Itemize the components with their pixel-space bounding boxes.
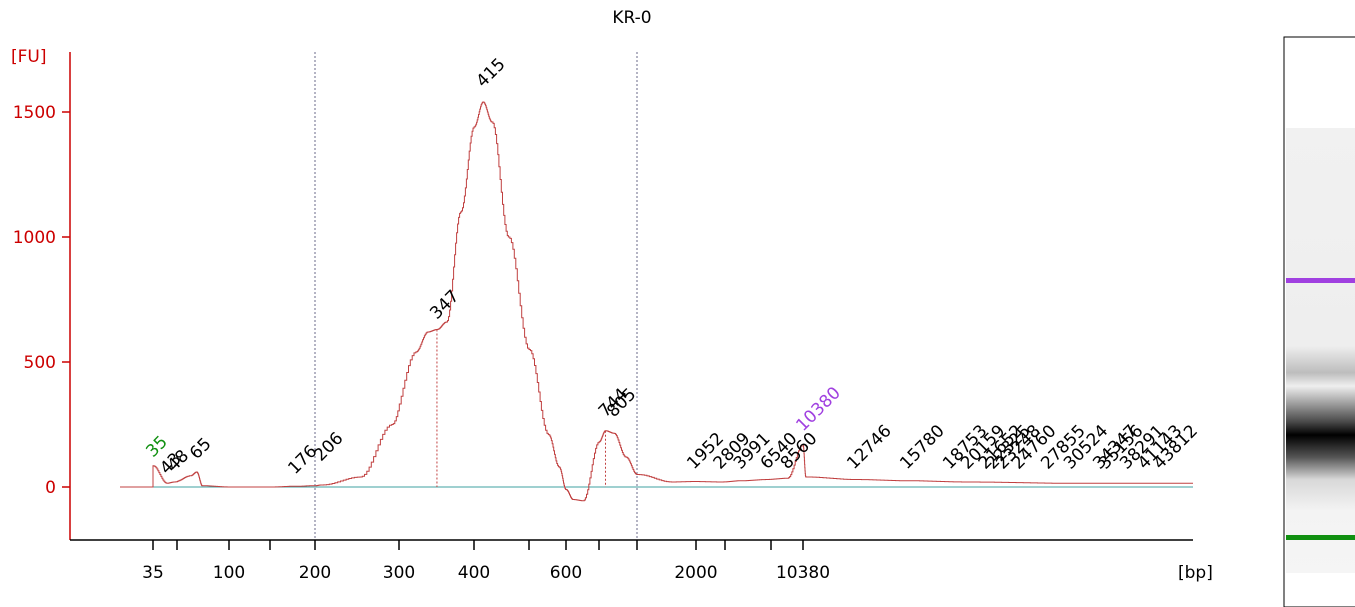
x-tick-label: 200	[299, 563, 331, 583]
y-tick-label: 0	[45, 478, 56, 498]
gel-lower-marker-band	[1286, 535, 1355, 540]
y-axis-label: [FU]	[11, 47, 47, 67]
x-tick-label: 400	[458, 563, 490, 583]
x-tick-label: 10380	[776, 563, 830, 583]
trace-line	[120, 101, 1193, 502]
gel-upper-marker-band	[1286, 278, 1355, 283]
x-tick-label: 2000	[674, 563, 717, 583]
x-tick-label: 100	[213, 563, 245, 583]
y-tick-label: 1000	[13, 228, 56, 248]
peak-label: 10380	[792, 383, 844, 435]
x-tick-label: 35	[142, 563, 164, 583]
peak-label: 12746	[843, 421, 895, 473]
region-markers	[314, 52, 638, 540]
peak-label: 347	[426, 286, 463, 323]
chart-title: KR-0	[612, 8, 651, 28]
y-tick-label: 1500	[13, 103, 56, 123]
axes: 0 500 1000 1500 35 100 200 300 400 600 2000 10380	[13, 52, 1193, 583]
x-tick-label: 300	[383, 563, 415, 583]
trace	[120, 101, 1193, 502]
y-tick-label: 500	[24, 353, 56, 373]
gel-lane	[1283, 36, 1355, 607]
peak-label: 15780	[896, 421, 948, 473]
x-tick-label: 600	[550, 563, 582, 583]
peak-label: 415	[472, 54, 509, 91]
x-axis-label: [bp]	[1178, 563, 1213, 583]
gel-lane-fill	[1286, 128, 1355, 573]
